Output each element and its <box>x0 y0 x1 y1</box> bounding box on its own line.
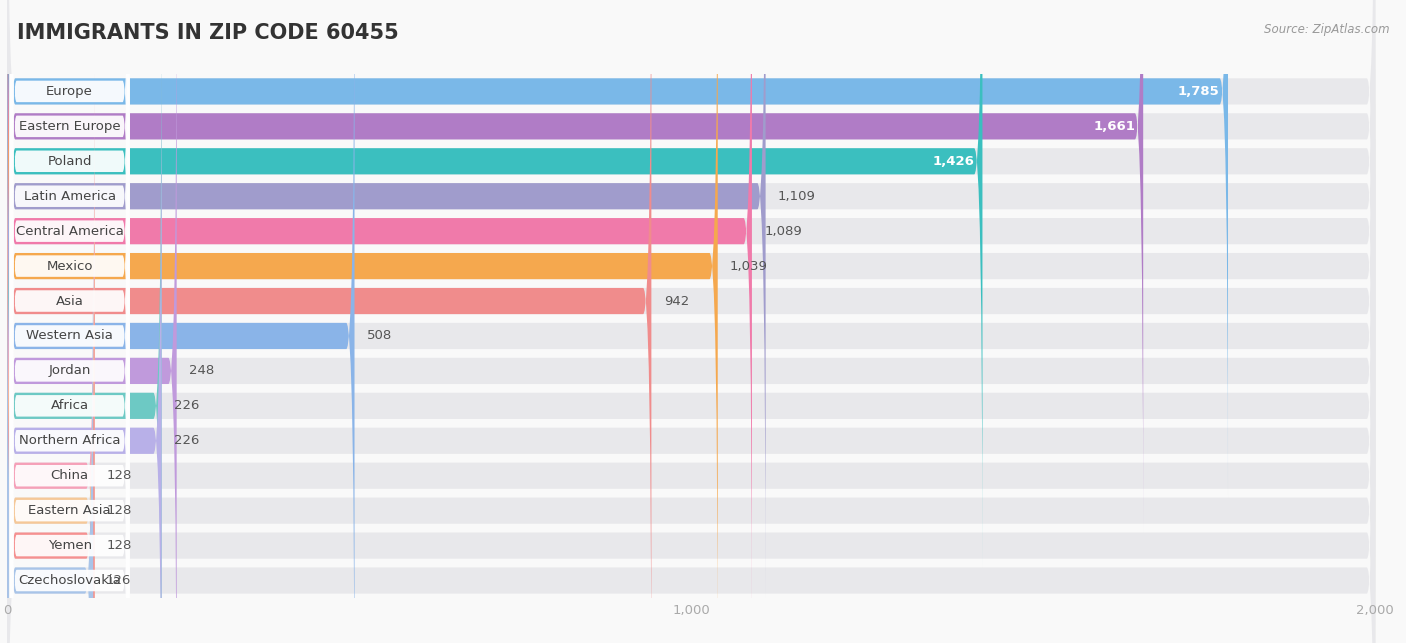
FancyBboxPatch shape <box>7 0 1375 567</box>
FancyBboxPatch shape <box>7 105 1375 643</box>
FancyBboxPatch shape <box>7 0 1143 532</box>
Text: 226: 226 <box>174 434 200 448</box>
Text: 508: 508 <box>367 329 392 343</box>
FancyBboxPatch shape <box>10 137 129 643</box>
FancyBboxPatch shape <box>10 0 129 640</box>
FancyBboxPatch shape <box>7 0 354 643</box>
FancyBboxPatch shape <box>10 0 129 535</box>
FancyBboxPatch shape <box>10 102 129 643</box>
Text: 1,426: 1,426 <box>932 155 974 168</box>
FancyBboxPatch shape <box>7 0 1375 532</box>
FancyBboxPatch shape <box>7 35 1375 643</box>
FancyBboxPatch shape <box>7 0 651 643</box>
FancyBboxPatch shape <box>10 68 129 643</box>
FancyBboxPatch shape <box>7 174 1375 643</box>
Text: 128: 128 <box>107 539 132 552</box>
FancyBboxPatch shape <box>10 0 129 500</box>
Text: IMMIGRANTS IN ZIP CODE 60455: IMMIGRANTS IN ZIP CODE 60455 <box>17 23 399 42</box>
FancyBboxPatch shape <box>7 105 94 643</box>
FancyBboxPatch shape <box>10 242 129 643</box>
Text: 1,039: 1,039 <box>730 260 768 273</box>
FancyBboxPatch shape <box>7 0 162 643</box>
FancyBboxPatch shape <box>7 0 1375 643</box>
Text: Jordan: Jordan <box>48 365 91 377</box>
FancyBboxPatch shape <box>7 0 1375 498</box>
FancyBboxPatch shape <box>7 140 94 643</box>
Text: Eastern Europe: Eastern Europe <box>18 120 121 133</box>
Text: Central America: Central America <box>15 224 124 238</box>
Text: Northern Africa: Northern Africa <box>18 434 121 448</box>
FancyBboxPatch shape <box>7 174 93 643</box>
FancyBboxPatch shape <box>7 0 1375 643</box>
Text: 1,109: 1,109 <box>778 190 815 203</box>
Text: Mexico: Mexico <box>46 260 93 273</box>
Text: Eastern Asia: Eastern Asia <box>28 504 111 517</box>
FancyBboxPatch shape <box>10 207 129 643</box>
FancyBboxPatch shape <box>7 35 162 643</box>
FancyBboxPatch shape <box>10 0 129 430</box>
FancyBboxPatch shape <box>7 0 752 637</box>
Text: Czechoslovakia: Czechoslovakia <box>18 574 121 587</box>
Text: 128: 128 <box>107 469 132 482</box>
Text: Yemen: Yemen <box>48 539 91 552</box>
FancyBboxPatch shape <box>10 32 129 643</box>
Text: 126: 126 <box>105 574 131 587</box>
FancyBboxPatch shape <box>10 0 129 604</box>
Text: Western Asia: Western Asia <box>27 329 112 343</box>
Text: 942: 942 <box>664 294 689 307</box>
FancyBboxPatch shape <box>7 0 177 643</box>
FancyBboxPatch shape <box>7 0 1375 643</box>
Text: 1,661: 1,661 <box>1092 120 1135 133</box>
Text: Africa: Africa <box>51 399 89 412</box>
Text: Poland: Poland <box>48 155 91 168</box>
Text: Asia: Asia <box>56 294 83 307</box>
FancyBboxPatch shape <box>7 0 1375 643</box>
FancyBboxPatch shape <box>10 0 129 643</box>
Text: 1,785: 1,785 <box>1178 85 1220 98</box>
Text: 128: 128 <box>107 504 132 517</box>
FancyBboxPatch shape <box>10 172 129 643</box>
Text: 1,089: 1,089 <box>765 224 801 238</box>
FancyBboxPatch shape <box>7 0 1375 637</box>
FancyBboxPatch shape <box>7 0 1375 643</box>
Text: Europe: Europe <box>46 85 93 98</box>
FancyBboxPatch shape <box>7 0 1227 498</box>
FancyBboxPatch shape <box>7 0 766 602</box>
FancyBboxPatch shape <box>7 69 94 643</box>
FancyBboxPatch shape <box>7 69 1375 643</box>
Text: Latin America: Latin America <box>24 190 115 203</box>
FancyBboxPatch shape <box>7 0 717 643</box>
Text: China: China <box>51 469 89 482</box>
FancyBboxPatch shape <box>7 0 983 567</box>
Text: 248: 248 <box>188 365 214 377</box>
FancyBboxPatch shape <box>7 0 1375 602</box>
FancyBboxPatch shape <box>10 0 129 465</box>
Text: Source: ZipAtlas.com: Source: ZipAtlas.com <box>1264 23 1389 35</box>
FancyBboxPatch shape <box>10 0 129 570</box>
FancyBboxPatch shape <box>7 140 1375 643</box>
Text: 226: 226 <box>174 399 200 412</box>
